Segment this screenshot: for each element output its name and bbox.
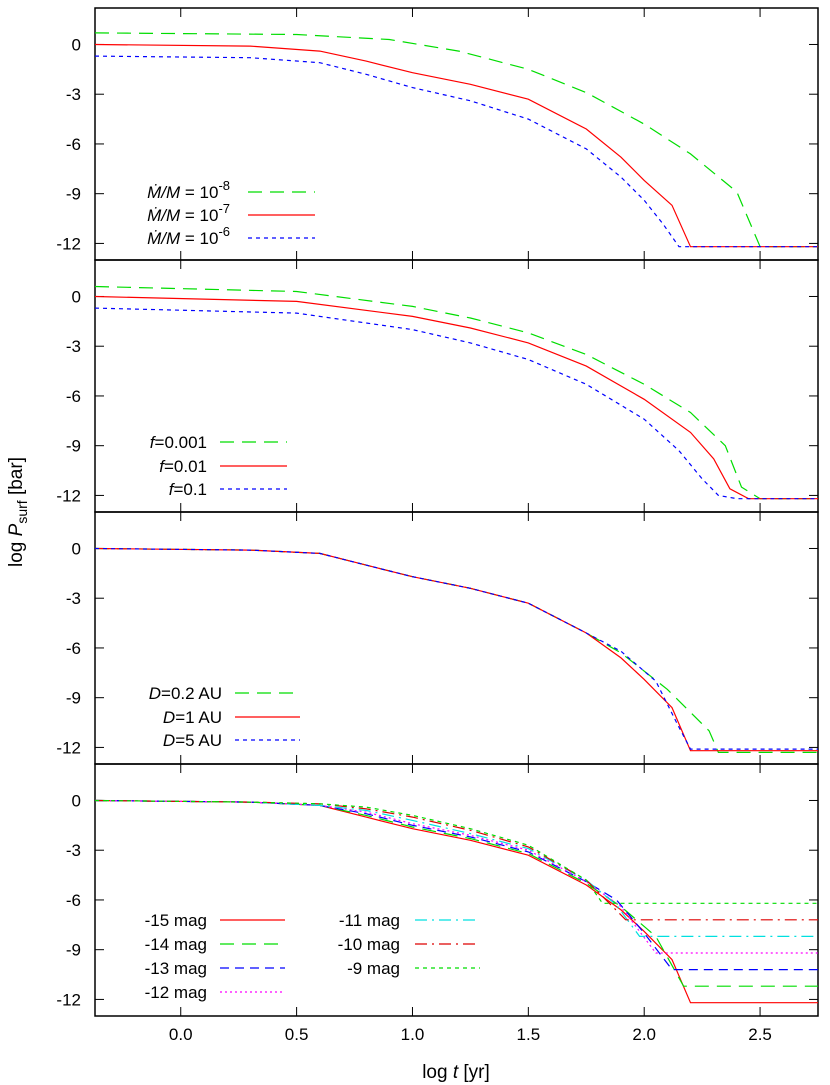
y-tick-label: -6 (66, 891, 81, 910)
legend-label: Ṁ/M = 10-7 (147, 201, 230, 225)
y-tick-label: 0 (72, 35, 81, 54)
y-tick-label: -9 (66, 941, 81, 960)
series-line-3 (95, 547, 818, 750)
x-tick-label: 1.0 (401, 1025, 425, 1044)
y-tick-label: -9 (66, 689, 81, 708)
x-tick-label: 0.5 (285, 1025, 309, 1044)
y-tick-label: -12 (56, 234, 81, 253)
legend: D=0.2 AU D=1 AU D=5 AU (149, 684, 300, 750)
series-line-3 (95, 799, 818, 971)
y-tick-label: -12 (56, 990, 81, 1009)
series-line-7 (95, 799, 818, 904)
x-tick-label: 1.5 (517, 1025, 541, 1044)
series-line-5 (95, 799, 818, 938)
legend-label: -13 mag (145, 959, 207, 978)
panel-4: 0-3-6-9-12-15 mag-14 mag-13 mag-12 mag-1… (56, 763, 819, 1017)
y-tick-label: -3 (66, 337, 81, 356)
legend-label: -9 mag (347, 959, 400, 978)
y-tick-label: -12 (56, 738, 81, 757)
panel-2: 0 -3 -6 -9 -12 f=0.001 f=0.01 f=0.1 (56, 259, 819, 513)
series-line-1 (95, 285, 818, 500)
series-group (95, 32, 818, 248)
x-tick-labels: 0.0 0.5 1.0 1.5 2.0 2.5 (169, 1025, 772, 1044)
legend-label: -10 mag (338, 935, 400, 954)
series-line-2 (95, 295, 818, 500)
legend: f=0.001 f=0.01 f=0.1 (150, 433, 287, 499)
legend-label: f=0.001 (150, 433, 207, 452)
legend-label: Ṁ/M = 10-6 (147, 224, 230, 248)
y-axis-label: log Psurf [bar] (6, 457, 30, 567)
y-tick-label: -3 (66, 841, 81, 860)
y-tick-label: -6 (66, 387, 81, 406)
panel-3: 0 -3 -6 -9 -12 D=0.2 AU D=1 AU D=5 AU (56, 511, 819, 765)
y-tick-label: 0 (72, 791, 81, 810)
legend-label: -11 mag (339, 911, 400, 930)
x-tick-label: 0.0 (169, 1025, 193, 1044)
panels: 0 -3 -6 -9 -12 Ṁ/M = 10-8Ṁ/M = 10-7Ṁ/M = 10-6… (56, 7, 819, 1017)
x-tick-label: 2.0 (632, 1025, 656, 1044)
x-tick-label: 2.5 (748, 1025, 772, 1044)
y-tick-label: -9 (66, 437, 81, 456)
series-line-2 (95, 799, 818, 987)
legend-label: -15 mag (145, 911, 207, 930)
series-line-2 (95, 43, 818, 248)
x-axis-label: log t [yr] (422, 1062, 490, 1083)
series-group (95, 799, 818, 1004)
y-tick-label: -6 (66, 639, 81, 658)
legend-label: -14 mag (145, 935, 207, 954)
legend-label: Ṁ/M = 10-8 (147, 178, 230, 202)
legend-label: D=5 AU (163, 731, 222, 750)
y-tick-label: -12 (56, 486, 81, 505)
legend-label: D=1 AU (163, 708, 222, 727)
panel-frame (94, 763, 819, 1017)
y-tick-label: -6 (66, 135, 81, 154)
legend-label: f=0.01 (159, 457, 207, 476)
series-line-3 (95, 307, 818, 500)
series-line-3 (95, 55, 818, 248)
y-tick-label: 0 (72, 539, 81, 558)
legend-label: f=0.1 (169, 480, 207, 499)
series-group (95, 547, 818, 754)
panel-1: 0 -3 -6 -9 -12 Ṁ/M = 10-8Ṁ/M = 10-7Ṁ/M = 10-6 (56, 7, 819, 261)
series-line-4 (95, 799, 818, 954)
series-group (95, 285, 818, 500)
y-tick-label: -3 (66, 589, 81, 608)
series-line-6 (95, 799, 818, 921)
legend-label: D=0.2 AU (149, 684, 222, 703)
legend: -15 mag -14 mag -13 mag -12 mag -11 mag -10 m… (145, 911, 480, 1002)
legend: Ṁ/M = 10-8Ṁ/M = 10-7Ṁ/M = 10-6 (147, 178, 315, 248)
legend-label: -12 mag (145, 983, 207, 1002)
y-tick-label: 0 (72, 287, 81, 306)
y-tick-label: -3 (66, 85, 81, 104)
y-tick-label: -9 (66, 185, 81, 204)
